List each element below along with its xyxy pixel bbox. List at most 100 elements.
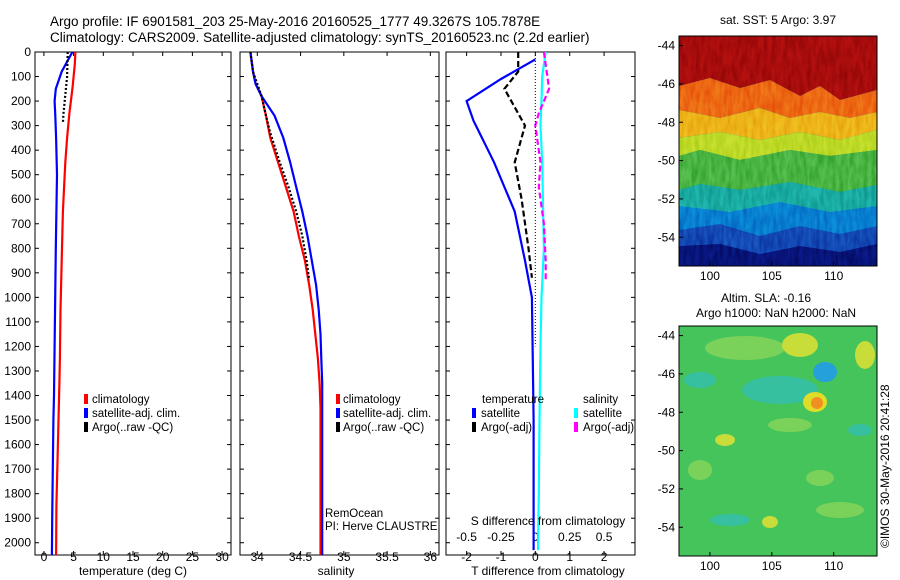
sst-map: sat. SST: 5 Argo: 3.97 100 105 110 -44 -46 -4… (658, 13, 878, 283)
legend-label-climatology: climatology (92, 394, 150, 406)
map-x-tick-label: 110 (824, 269, 843, 283)
sst-map-title: sat. SST: 5 Argo: 3.97 (720, 13, 836, 27)
legend-swatch-argo (84, 422, 88, 432)
y-tick-label: 700 (11, 217, 31, 231)
x-tick-label: 20 (156, 550, 170, 564)
x-tick-label: 0 (41, 550, 48, 564)
salinity-lines (249, 52, 324, 555)
map-y-tick-label: -44 (658, 39, 676, 53)
map-y-tick-label: -46 (658, 77, 676, 91)
legend-label-t-argo: Argo(-adj) (481, 422, 532, 434)
x-tick-label: 5 (70, 550, 77, 564)
y-tick-label: 300 (11, 119, 31, 133)
map-y-tick-label: -52 (658, 482, 676, 496)
legend-label-argo: Argo(..raw -QC) (343, 422, 424, 434)
credit-label: ©IMOS 30-May-2016 20:41:28 (878, 384, 892, 548)
y-tick-label: 1900 (4, 511, 31, 525)
series-line-argo-raw-qc- (61, 52, 69, 124)
y-tick-label: 1000 (4, 290, 31, 304)
legend-header-salinity: salinity (583, 394, 618, 406)
legend-swatch-satellite (84, 408, 88, 418)
salinity-tick-labels: 34 34.5 35 35.5 36 (240, 51, 439, 564)
map-x-tick-label: 100 (700, 559, 720, 573)
y-tick-label: 1300 (4, 364, 31, 378)
y-tick-label: 1700 (4, 462, 31, 476)
legend-swatch-climatology (84, 394, 88, 404)
x-tick-label: 34 (251, 550, 265, 564)
x-tick-label: 35.5 (375, 550, 399, 564)
salinity-panel: 34 34.5 35 35.5 36 salinity climatology sate… (239, 51, 440, 578)
depth-tick-labels: 0 100 200 300 400 500 600 700 800 900 1000 1100 1200… (4, 45, 231, 550)
series-line-salinity-argo-adj- (534, 52, 551, 281)
sdiff-axis-label: S difference from climatology (471, 514, 626, 528)
map-y-tick-label: -50 (658, 444, 676, 458)
x-tick-label: 15 (126, 550, 140, 564)
legend-label-satellite: satellite-adj. clim. (92, 408, 180, 420)
sdiff-tick-label: 0 (532, 530, 539, 544)
y-tick-label: 100 (11, 70, 31, 84)
temperature-axes-frame (34, 51, 232, 556)
map-y-tick-label: -46 (658, 367, 676, 381)
y-tick-label: 0 (24, 45, 31, 59)
sdiff-tick-label: -0.5 (456, 530, 477, 544)
sla-map-frame (678, 325, 878, 557)
sdiff-tick-label: -0.25 (487, 530, 515, 544)
x-tick-label: 35 (337, 550, 351, 564)
series-line-temperature-satellite (465, 58, 536, 551)
sla-map-image (679, 326, 877, 556)
tdiff-tick-labels: -2 -1 0 1 2 (446, 51, 635, 564)
temperature-lines (50, 52, 77, 555)
y-tick-label: 1500 (4, 413, 31, 427)
series-line-salinity-satellite (536, 52, 547, 551)
tdiff-xlabel: T difference from climatology (471, 564, 625, 578)
sst-map-frame (678, 35, 878, 267)
figure-title-line1: Argo profile: IF 6901581_203 25-May-2016… (50, 14, 540, 29)
legend-swatch-satellite (336, 408, 340, 418)
map-x-tick-label: 100 (700, 269, 720, 283)
sdiff-tick-label: 0.5 (596, 530, 613, 544)
y-tick-label: 1600 (4, 438, 31, 452)
y-tick-label: 500 (11, 168, 31, 182)
x-tick-label: 30 (215, 550, 229, 564)
difference-panel: -2 -1 0 1 2 -0.5 -0.25 0 0.25 0.5 S difference f… (445, 51, 636, 578)
sdiff-tick-labels: -0.5 -0.25 0 0.25 0.5 (456, 530, 612, 544)
y-tick-label: 800 (11, 241, 31, 255)
series-line-argo-raw-qc- (249, 52, 311, 281)
x-tick-label: 0 (532, 550, 539, 564)
series-line-satellite-adj-clim- (249, 52, 324, 555)
x-tick-label: 25 (186, 550, 200, 564)
y-tick-label: 200 (11, 94, 31, 108)
sst-map-image (679, 36, 877, 266)
sla-map-tick-labels: 100 105 110 -44 -46 -48 -50 -52 -54 (658, 329, 844, 573)
x-tick-label: -1 (496, 550, 507, 564)
map-y-tick-label: -54 (658, 230, 676, 244)
temperature-xlabel: temperature (deg C) (79, 564, 187, 578)
difference-lines (465, 52, 551, 551)
legend-label-s-argo: Argo(-adj) (583, 422, 634, 434)
map-x-tick-label: 105 (762, 559, 782, 573)
sla-map-title-line2: Argo h1000: NaN h2000: NaN (696, 306, 856, 320)
legend-swatch-argo (336, 422, 340, 432)
salinity-xlabel: salinity (318, 564, 355, 578)
legend-header-temperature: temperature (482, 394, 544, 406)
series-line-satellite-adj-clim- (50, 52, 74, 555)
legend-swatch-s-satellite (574, 408, 578, 418)
map-y-tick-label: -54 (658, 520, 676, 534)
y-tick-label: 2000 (4, 536, 31, 550)
map-y-tick-label: -48 (658, 115, 676, 129)
series-line-climatology (55, 52, 77, 555)
legend-label-argo: Argo(..raw -QC) (92, 422, 173, 434)
y-tick-label: 400 (11, 143, 31, 157)
institute-label: RemOcean (325, 508, 383, 520)
map-y-tick-label: -52 (658, 192, 676, 206)
y-tick-label: 900 (11, 266, 31, 280)
x-tick-label: 10 (97, 550, 111, 564)
legend-label-climatology: climatology (343, 394, 401, 406)
sst-map-tick-labels: 100 105 110 -44 -46 -48 -50 -52 -54 (658, 39, 844, 283)
sla-map: Altim. SLA: -0.16 Argo h1000: NaN h2000:… (658, 291, 878, 573)
temperature-panel: 0100200300400500600700800900100011001200… (4, 45, 232, 578)
y-tick-label: 1400 (4, 389, 31, 403)
map-x-tick-label: 105 (762, 269, 782, 283)
legend-label-t-satellite: satellite (481, 408, 520, 420)
series-line-temperature-argo-adj- (503, 52, 533, 278)
